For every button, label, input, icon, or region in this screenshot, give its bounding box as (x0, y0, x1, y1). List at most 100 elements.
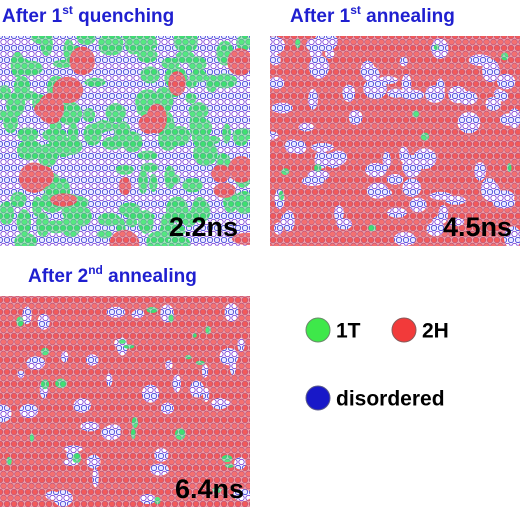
texture (10, 51, 25, 78)
texture (16, 316, 24, 327)
texture (131, 36, 146, 49)
texture (101, 121, 111, 131)
texture (161, 57, 180, 70)
panel-title: After 1st quenching (2, 3, 174, 27)
texture (28, 141, 43, 159)
title-sup: nd (88, 263, 103, 277)
texture (205, 326, 211, 335)
texture (429, 191, 452, 200)
title-text: After 1 (2, 6, 63, 27)
texture (211, 164, 231, 183)
texture (445, 195, 466, 205)
texture (80, 421, 100, 432)
texture (273, 222, 284, 235)
texture (168, 71, 186, 96)
texture (84, 77, 106, 87)
texture (146, 231, 169, 246)
texture (314, 163, 322, 172)
panel-title: After 2nd annealing (28, 263, 197, 287)
texture (365, 162, 387, 178)
texture (192, 333, 197, 338)
title-sup: st (350, 3, 361, 17)
texture (401, 89, 425, 100)
texture (278, 190, 284, 201)
texture (431, 38, 449, 59)
texture (40, 379, 50, 390)
snapshot-image (0, 296, 250, 507)
texture (236, 36, 250, 51)
texture (157, 86, 169, 97)
texture (336, 218, 353, 230)
texture (0, 85, 11, 101)
texture (202, 387, 210, 403)
texture (420, 132, 430, 141)
texture (399, 56, 408, 67)
texture (60, 351, 69, 363)
time-label: 4.5ns (443, 212, 512, 242)
texture (69, 46, 96, 76)
snapshot-image (0, 36, 250, 246)
texture (172, 374, 182, 393)
texture (165, 360, 173, 371)
texture (163, 223, 186, 238)
texture (17, 370, 25, 379)
texture (270, 54, 281, 66)
texture (233, 130, 249, 147)
texture (149, 173, 158, 192)
legend-swatch (305, 317, 331, 343)
texture (61, 213, 82, 238)
texture (237, 338, 245, 352)
texture (281, 168, 290, 175)
texture (53, 490, 73, 507)
texture (373, 188, 393, 197)
texture (324, 152, 343, 169)
texture (365, 66, 380, 85)
texture (382, 151, 391, 169)
texture (435, 78, 445, 99)
texture (496, 73, 516, 90)
texture (18, 162, 50, 193)
snapshot-image (270, 36, 520, 246)
texture (507, 163, 512, 173)
texture (168, 125, 191, 146)
texture (191, 199, 211, 223)
legend-swatch (391, 317, 417, 343)
texture (118, 339, 126, 344)
texture (131, 416, 139, 429)
texture (22, 306, 32, 325)
texture (185, 354, 192, 360)
texture (448, 85, 467, 104)
texture (52, 59, 73, 68)
time-label: 6.4ns (175, 474, 244, 504)
texture (154, 496, 161, 505)
texture (196, 69, 206, 82)
texture (72, 453, 82, 464)
texture (212, 487, 222, 494)
texture (73, 398, 91, 413)
texture (83, 123, 102, 146)
texture (137, 47, 158, 63)
texture (139, 494, 157, 505)
texture (495, 90, 509, 102)
texture (363, 78, 388, 99)
texture (14, 232, 37, 246)
texture (173, 36, 198, 54)
texture (14, 90, 38, 101)
texture (106, 306, 126, 318)
texture (38, 92, 65, 125)
texture (387, 88, 405, 98)
texture (97, 212, 121, 227)
texture (270, 131, 279, 140)
texture (474, 162, 486, 181)
texture (188, 56, 207, 72)
title-text: After 2 (28, 266, 88, 287)
texture (142, 36, 157, 49)
legend-label: 2H (422, 320, 449, 343)
texture (118, 202, 141, 217)
texture (137, 150, 158, 161)
texture (160, 402, 175, 415)
panel-title: After 1st annealing (290, 3, 455, 27)
texture (233, 489, 250, 502)
texture (82, 108, 96, 123)
texture (19, 403, 39, 419)
